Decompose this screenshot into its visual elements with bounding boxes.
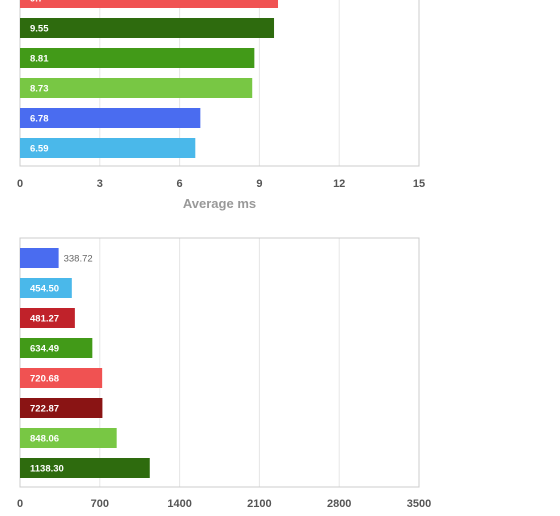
bar — [20, 138, 196, 158]
bar-value-label: 8.81 — [30, 54, 49, 65]
bar — [20, 0, 279, 8]
bar — [20, 278, 72, 298]
bar-value-label: 634.49 — [30, 344, 59, 355]
bar — [20, 48, 255, 68]
x-tick-label: 15 — [413, 178, 425, 190]
bar — [20, 368, 103, 388]
x-tick-label: 2100 — [247, 498, 271, 510]
bar — [20, 428, 117, 448]
x-tick-label: 700 — [91, 498, 109, 510]
x-tick-label: 0 — [17, 498, 23, 510]
bar-value-label: 9.55 — [30, 24, 49, 35]
bar-value-label: 8.73 — [30, 84, 49, 95]
bar-value-label: 338.72 — [64, 254, 93, 265]
x-tick-label: 3 — [97, 178, 103, 190]
bar-value-label: 9.7 — [30, 0, 43, 5]
bar-value-label: 720.68 — [30, 374, 59, 385]
x-tick-label: 12 — [333, 178, 345, 190]
bar — [20, 398, 103, 418]
bar — [20, 248, 59, 268]
bar-value-label: 848.06 — [30, 434, 59, 445]
bottom-bar-chart: 338.72 454.50 481.27 634.49 720.68 722.87 848.… — [17, 237, 431, 510]
bar-value-label: 1138.30 — [30, 464, 64, 475]
bar-value-label: 454.50 — [30, 284, 59, 295]
x-tick-label: 6 — [177, 178, 183, 190]
plot-frame — [19, 237, 420, 488]
plot-frame — [19, 0, 420, 167]
bar — [20, 18, 275, 38]
bar-value-label: 6.59 — [30, 144, 49, 155]
bar — [20, 338, 93, 358]
x-tick-label: 2800 — [327, 498, 351, 510]
bar-value-label: 6.78 — [30, 114, 49, 125]
bar — [20, 78, 253, 98]
top-bar-chart: 9.7 9.55 8.81 8.73 6.78 6.59 0 3 6 9 12 15 Average m… — [17, 0, 425, 211]
x-tick-label: 9 — [256, 178, 262, 190]
bar — [20, 308, 75, 328]
bar — [20, 458, 150, 478]
x-tick-label: 3500 — [407, 498, 431, 510]
x-axis-title: Average ms — [183, 196, 256, 211]
bar-value-label: 481.27 — [30, 314, 59, 325]
x-tick-label: 1400 — [167, 498, 191, 510]
bar-value-label: 722.87 — [30, 404, 59, 415]
x-tick-label: 0 — [17, 178, 23, 190]
bar — [20, 108, 201, 128]
